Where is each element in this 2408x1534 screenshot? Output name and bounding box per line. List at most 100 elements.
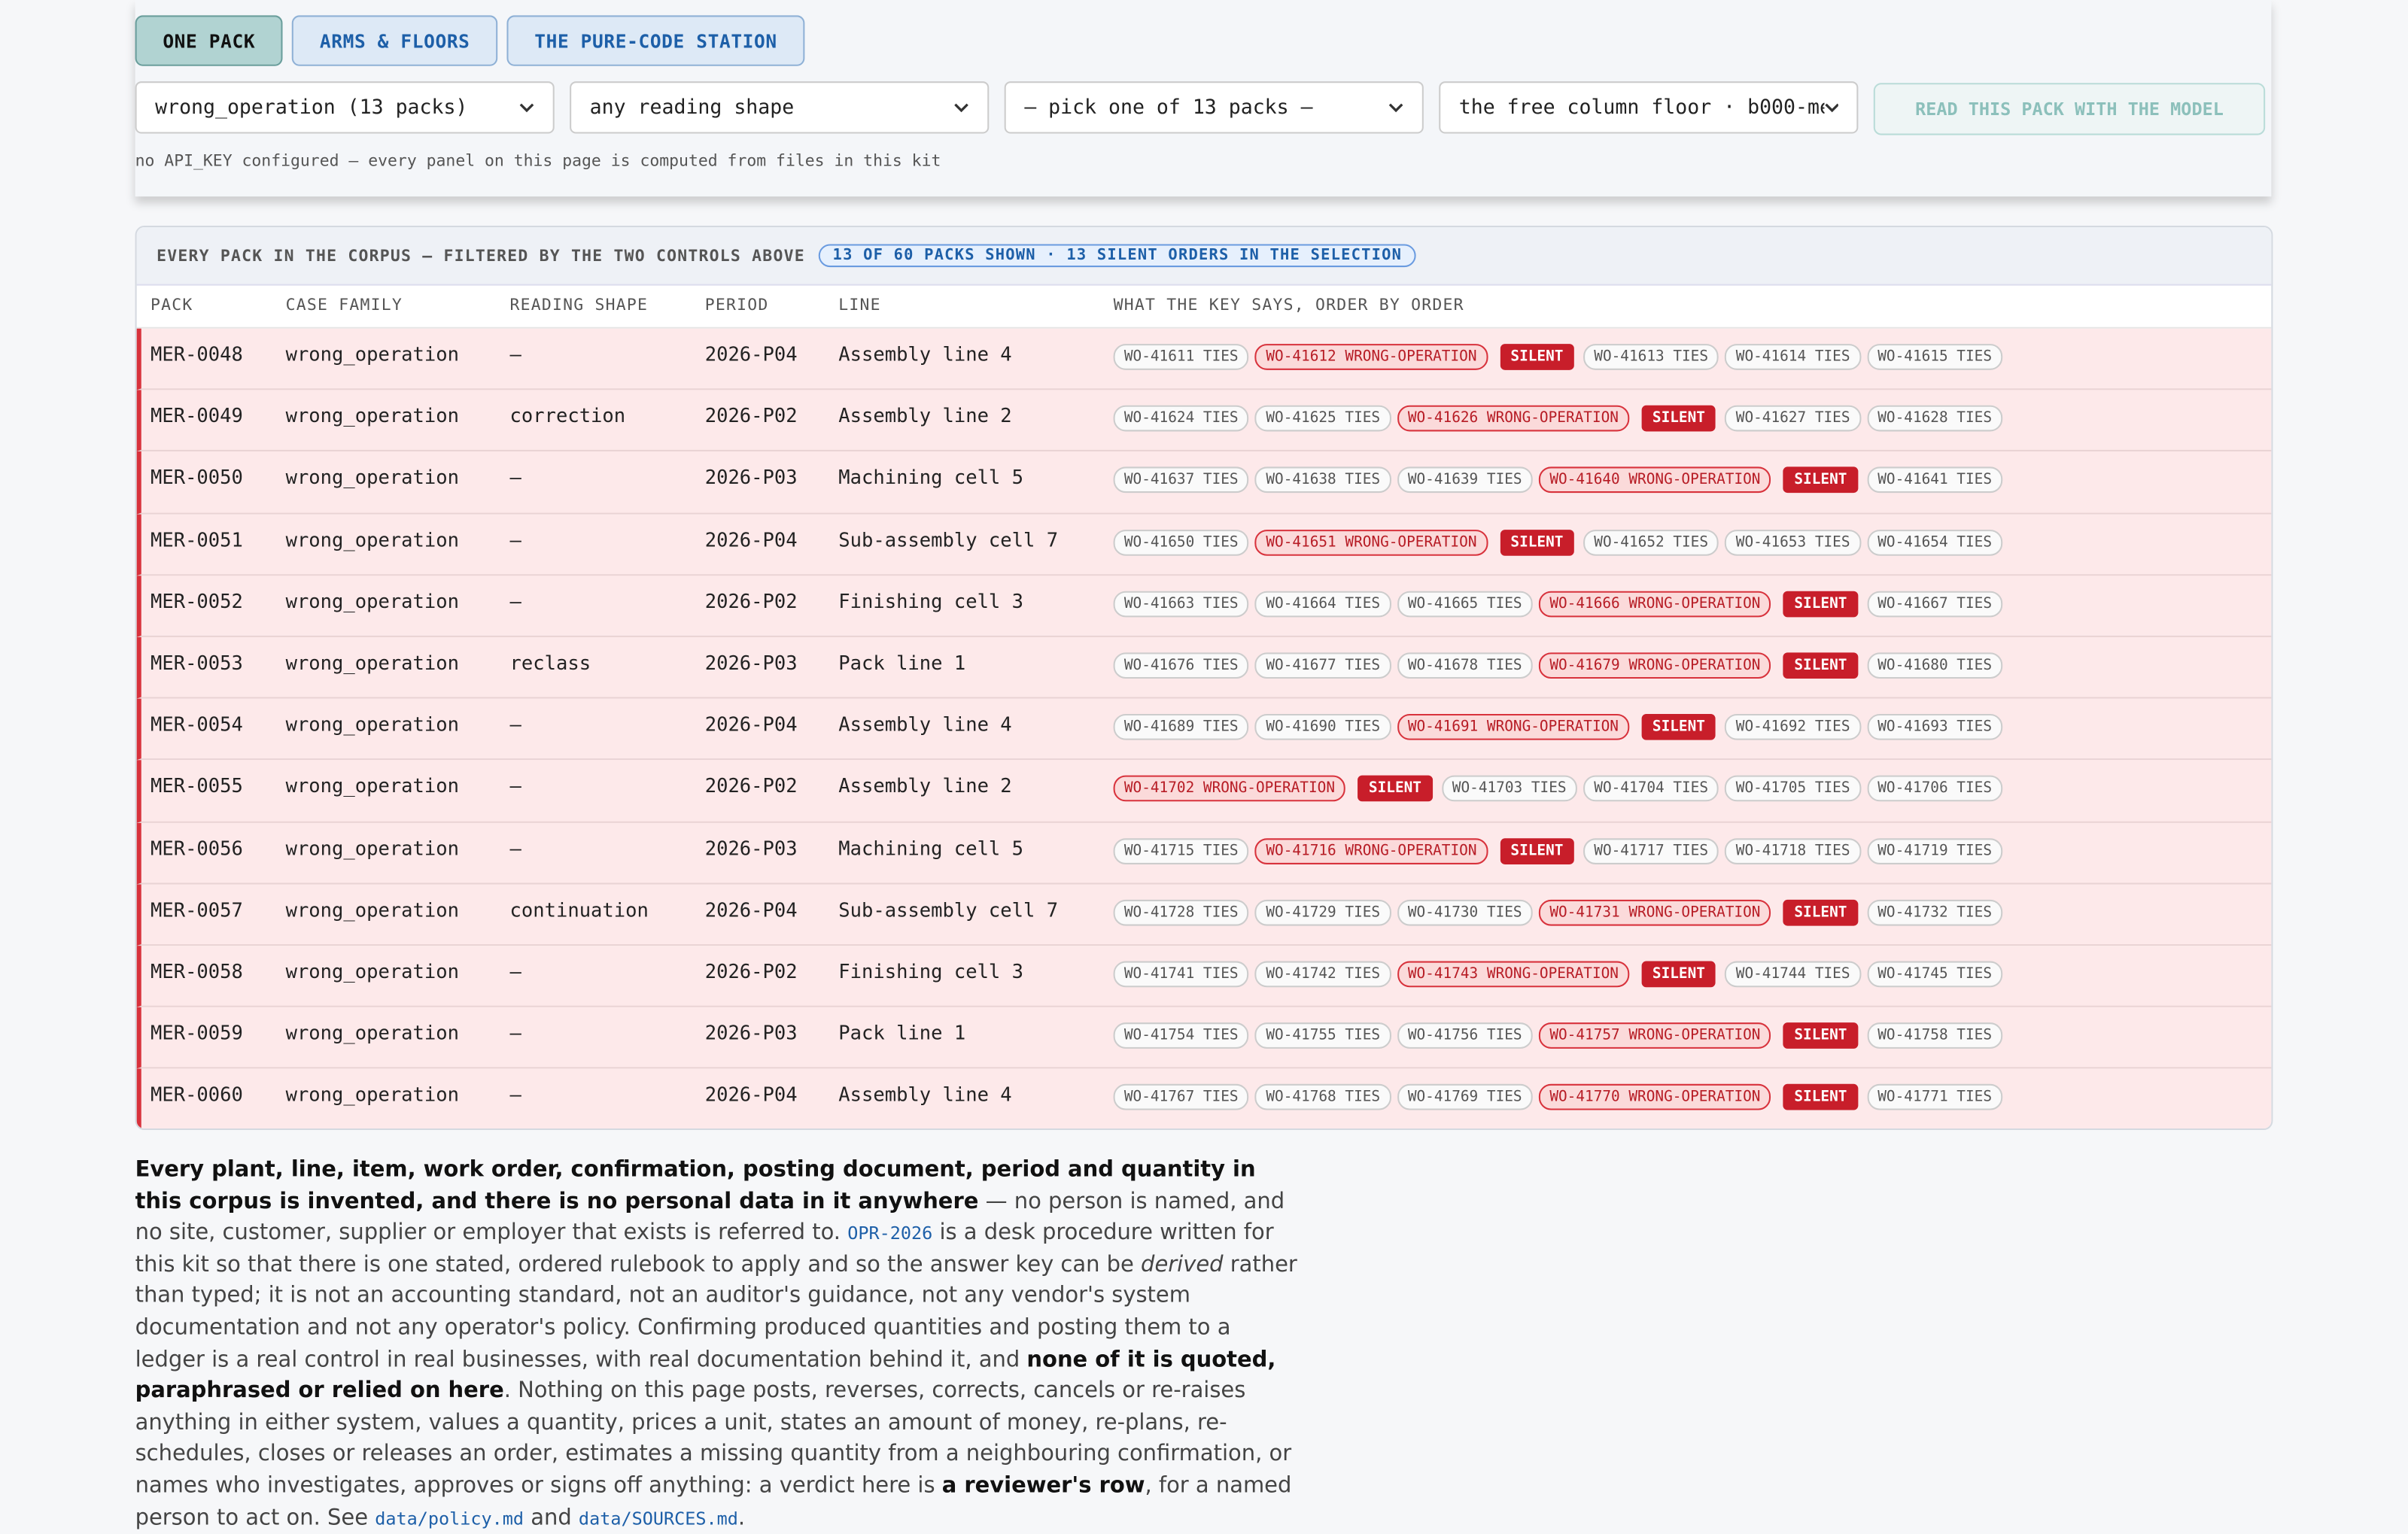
order-pill: WO-41715 TIES xyxy=(1113,837,1249,864)
tab[interactable]: ONE PACK xyxy=(135,15,283,66)
order-pill: WO-41731 WRONG-OPERATION xyxy=(1539,899,1771,925)
cell: MER-0050 xyxy=(150,466,243,489)
order-pill: WO-41689 TIES xyxy=(1113,714,1249,740)
order-pill: WO-41703 TIES xyxy=(1441,776,1577,802)
order-pill: WO-41732 TIES xyxy=(1866,899,2003,925)
cell: MER-0058 xyxy=(150,959,243,983)
cell: Pack line 1 xyxy=(838,1021,966,1044)
cell: — xyxy=(509,774,521,797)
order-pill: WO-41676 TIES xyxy=(1113,652,1249,679)
orders: WO-41767 TIES WO-41768 TIES WO-41769 TIES W… xyxy=(1113,1084,2003,1111)
cell: wrong_operation xyxy=(285,651,459,674)
order-pill: SILENT xyxy=(1783,652,1858,679)
cell: MER-0054 xyxy=(150,712,243,736)
cell: 2026-P02 xyxy=(704,959,798,983)
order-pill: WO-41754 TIES xyxy=(1113,1022,1249,1049)
cell: wrong_operation xyxy=(285,898,459,921)
pack-row[interactable]: MER-0051 wrong_operation — 2026-P04 Sub-asse… xyxy=(136,513,2272,576)
tab[interactable]: ARMS & FLOORS xyxy=(292,15,498,66)
select[interactable]: the free column floor · b000-mes xyxy=(1439,81,1859,134)
text-run: is a desk procedure written for this kit… xyxy=(135,1220,1274,1277)
order-pill: WO-41728 TIES xyxy=(1113,899,1249,925)
select-value: the free column floor · b000-mes xyxy=(1458,96,1824,120)
order-pill: WO-41626 WRONG-OPERATION xyxy=(1397,406,1630,432)
pack-row[interactable]: MER-0053 wrong_operation reclass 2026-P03 Pa… xyxy=(136,636,2272,699)
cell: Sub-assembly cell 7 xyxy=(838,898,1059,921)
select[interactable]: wrong_operation (13 packs) xyxy=(135,81,555,134)
pack-row[interactable]: MER-0057 wrong_operation continuation 2026-… xyxy=(136,883,2272,946)
order-pill: SILENT xyxy=(1641,961,1716,987)
text-run: and xyxy=(524,1505,579,1530)
order-pill: WO-41666 WRONG-OPERATION xyxy=(1539,591,1771,617)
pack-row[interactable]: MER-0048 wrong_operation — 2026-P04 Assembly… xyxy=(136,328,2272,390)
cell: 2026-P02 xyxy=(704,589,798,612)
text-run: data/policy.md xyxy=(375,1507,524,1529)
tab[interactable]: THE PURE-CODE STATION xyxy=(506,15,805,66)
select[interactable]: — pick one of 13 packs — xyxy=(1004,81,1424,134)
order-pill: WO-41677 TIES xyxy=(1255,652,1391,679)
cell: Assembly line 2 xyxy=(838,404,1012,427)
cell: Sub-assembly cell 7 xyxy=(838,527,1059,551)
column-header: READING SHAPE xyxy=(509,296,649,315)
count-badge: 13 OF 60 PACKS SHOWN · 13 SILENT ORDERS … xyxy=(819,244,1416,268)
order-pill: WO-41771 TIES xyxy=(1866,1084,2003,1111)
order-pill: WO-41704 TIES xyxy=(1583,776,1719,802)
order-pill: SILENT xyxy=(1783,591,1858,617)
cell: 2026-P04 xyxy=(704,1083,798,1106)
cell: wrong_operation xyxy=(285,466,459,489)
cell: 2026-P03 xyxy=(704,836,798,859)
order-pill: WO-41613 TIES xyxy=(1583,344,1719,370)
pack-row[interactable]: MER-0059 wrong_operation — 2026-P03 Pack lin… xyxy=(136,1007,2272,1069)
pack-row[interactable]: MER-0056 wrong_operation — 2026-P03 Machinin… xyxy=(136,822,2272,884)
cell: — xyxy=(509,466,521,489)
cell: wrong_operation xyxy=(285,404,459,427)
cell: wrong_operation xyxy=(285,342,459,366)
orders: WO-41728 TIES WO-41729 TIES WO-41730 TIES W… xyxy=(1113,899,2003,925)
cell: — xyxy=(509,712,521,736)
pack-row[interactable]: MER-0055 wrong_operation — 2026-P02 Assembly… xyxy=(136,760,2272,822)
text-run: none of it is quoted, paraphrased or rel… xyxy=(135,1347,1276,1404)
select[interactable]: any reading shape xyxy=(570,81,990,134)
header-row: PACK CASE FAMILY READING SHAPE PERIOD LINE WH… xyxy=(136,286,2272,329)
read-button[interactable]: READ THIS PACK WITH THE MODEL xyxy=(1873,83,2266,135)
order-pill: WO-41611 TIES xyxy=(1113,344,1249,370)
disclaimer: Every plant, line, item, work order, con… xyxy=(135,1155,1303,1534)
cell: 2026-P04 xyxy=(704,527,798,551)
cell: MER-0051 xyxy=(150,527,243,551)
cell: — xyxy=(509,589,521,612)
order-pill: WO-41692 TIES xyxy=(1725,714,1861,740)
pack-row[interactable]: MER-0049 wrong_operation correction 2026-P0… xyxy=(136,390,2272,452)
order-pill: WO-41637 TIES xyxy=(1113,467,1249,494)
pack-row[interactable]: MER-0054 wrong_operation — 2026-P04 Assembly… xyxy=(136,698,2272,761)
pack-row[interactable]: MER-0050 wrong_operation — 2026-P03 Machinin… xyxy=(136,451,2272,514)
cell: MER-0060 xyxy=(150,1083,243,1106)
order-pill: SILENT xyxy=(1783,1022,1858,1049)
order-pill: WO-41641 TIES xyxy=(1866,467,2003,494)
cell: 2026-P04 xyxy=(704,898,798,921)
text-run: — no person is named, and no site, custo… xyxy=(135,1189,1285,1246)
tabs: ONE PACK ARMS & FLOORS THE PURE-CODE STATI… xyxy=(135,15,805,66)
cell: — xyxy=(509,836,521,859)
chevron xyxy=(1388,102,1403,112)
column-header: WHAT THE KEY SAYS, ORDER BY ORDER xyxy=(1113,296,1464,315)
cell: 2026-P03 xyxy=(704,1021,798,1044)
order-pill: SILENT xyxy=(1783,1084,1858,1111)
cell: MER-0049 xyxy=(150,404,243,427)
cell: MER-0052 xyxy=(150,589,243,612)
note: no API_KEY configured — every panel on t… xyxy=(135,152,941,171)
order-pill: WO-41756 TIES xyxy=(1397,1022,1533,1049)
order-pill: SILENT xyxy=(1783,899,1858,925)
order-pill: WO-41628 TIES xyxy=(1866,406,2003,432)
text-run: . Nothing on this page posts, reverses, … xyxy=(135,1378,1292,1499)
order-pill: WO-41693 TIES xyxy=(1866,714,2003,740)
order-pill: WO-41718 TIES xyxy=(1725,837,1861,864)
text-run: derived xyxy=(1141,1252,1224,1277)
pack-row[interactable]: MER-0058 wrong_operation — 2026-P02 Finishin… xyxy=(136,945,2272,1007)
rows: MER-0048 wrong_operation — 2026-P04 Assembly… xyxy=(136,328,2272,1128)
order-pill: WO-41639 TIES xyxy=(1397,467,1533,494)
pack-row[interactable]: MER-0052 wrong_operation — 2026-P02 Finishin… xyxy=(136,575,2272,637)
cell: wrong_operation xyxy=(285,774,459,797)
cell: — xyxy=(509,1021,521,1044)
pack-row[interactable]: MER-0060 wrong_operation — 2026-P04 Assembly… xyxy=(136,1068,2272,1128)
cell: — xyxy=(509,959,521,983)
